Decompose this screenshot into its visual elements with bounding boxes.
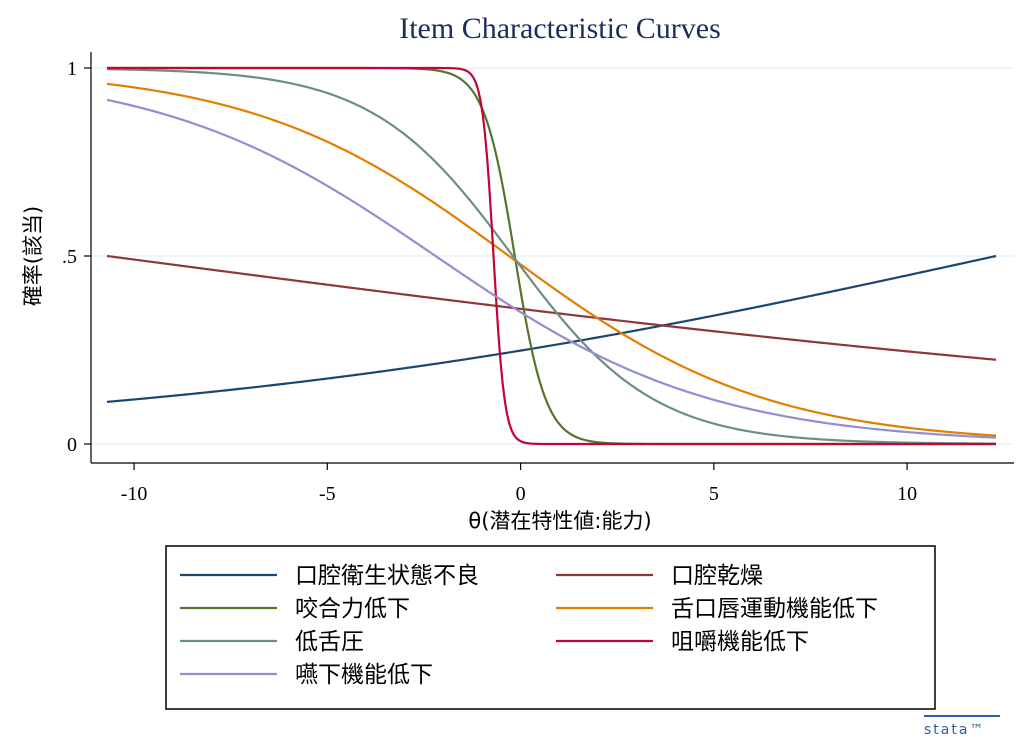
stata-logo: stata™ <box>924 715 1000 737</box>
legend-label-2: 咬合力低下 <box>295 596 410 622</box>
x-tick-label-0: -10 <box>121 483 148 505</box>
y-axis-label: 確率(該当) <box>21 206 45 306</box>
legend-label-0: 口腔衛生状態不良 <box>295 563 479 589</box>
chart-title: Item Characteristic Curves <box>399 12 721 45</box>
x-ticks: -10 -5 0 5 10 <box>121 463 917 505</box>
x-tick-label-2: 0 <box>516 483 526 505</box>
x-tick-label-3: 5 <box>709 483 719 505</box>
legend-label-6: 嚥下機能低下 <box>295 662 433 688</box>
series-line-0 <box>106 254 997 403</box>
series-line-6 <box>106 98 997 439</box>
legend-box <box>165 545 936 710</box>
x-tick-label-1: -5 <box>319 483 336 505</box>
y-tick-label-0: 0 <box>67 434 77 456</box>
legend-label-1: 口腔乾燥 <box>671 563 763 589</box>
legend-label-4: 低舌圧 <box>295 629 364 655</box>
x-tick-label-4: 10 <box>897 483 917 505</box>
series-group <box>106 66 997 446</box>
series-line-3 <box>106 82 997 437</box>
legend-label-3: 舌口唇運動機能低下 <box>671 596 878 622</box>
legend-label-5: 咀嚼機能低下 <box>671 629 809 655</box>
stata-logo-text: stata™ <box>924 722 985 737</box>
y-tick-label-1: .5 <box>62 246 77 268</box>
y-tick-label-2: 1 <box>67 58 77 80</box>
y-ticks: 0.51 <box>62 58 91 456</box>
series-line-1 <box>106 254 997 361</box>
x-axis-label: θ(潜在特性値:能力) <box>468 509 651 533</box>
series-line-5 <box>107 66 996 446</box>
series-line-4 <box>106 68 997 445</box>
grid <box>91 67 1014 445</box>
